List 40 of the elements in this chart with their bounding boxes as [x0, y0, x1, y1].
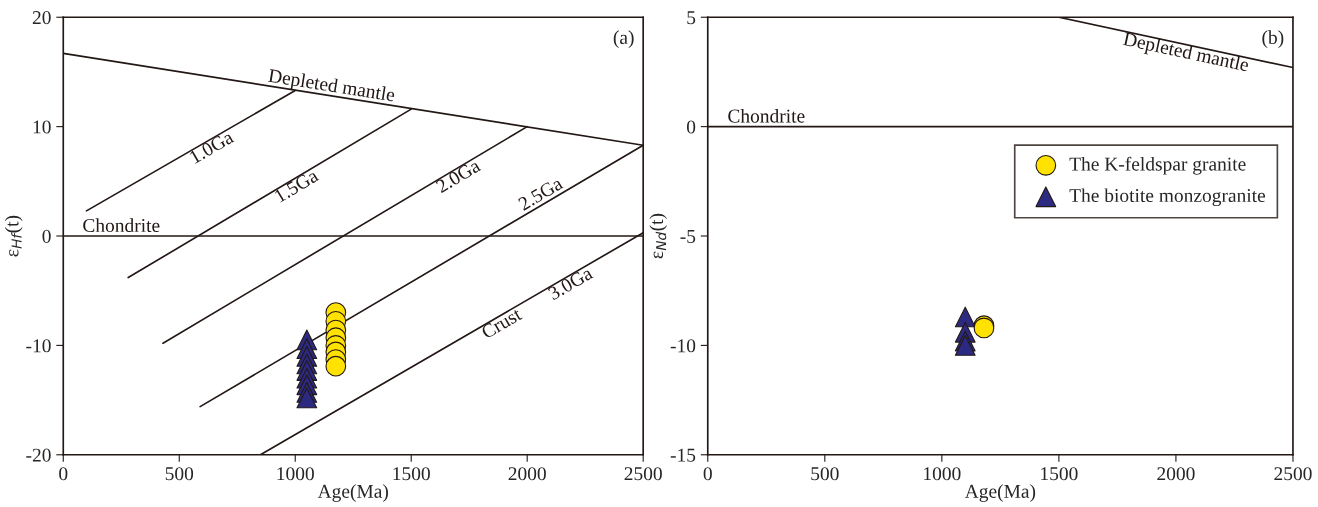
y-tick-label: 10	[33, 120, 51, 134]
x-axis-title: Age(Ma)	[317, 484, 388, 502]
text: 3.0Ga	[547, 265, 594, 301]
annotation: Crust	[480, 307, 523, 340]
legend-label: Chondrite	[83, 218, 160, 233]
x-axis-title: Age(Ma)	[964, 484, 1036, 502]
annotation: (a)	[613, 30, 634, 48]
text: Depleted mantle	[1121, 31, 1250, 76]
x-tick-label: 500	[811, 467, 839, 481]
y-tick-label: -10	[26, 339, 51, 353]
x-tick-label: 0	[703, 467, 712, 481]
y-axis-title: ε$_{Nd}$(t)	[649, 213, 668, 259]
text: 1.5Ga	[273, 168, 320, 203]
y-tick-label: -15	[670, 448, 696, 462]
x-tick-label: 0	[59, 467, 68, 481]
y-tick-label: -10	[670, 339, 696, 353]
x-tick-label: 1500	[1041, 467, 1078, 481]
text: 2.0Ga	[435, 158, 482, 194]
x-tick-label: 2000	[508, 467, 546, 481]
legend-label: The biotite monzogranite	[1069, 188, 1266, 207]
x-tick-label: 500	[165, 467, 194, 481]
y-tick-label: 0	[686, 120, 696, 134]
legend-label: Chondrite	[728, 108, 805, 123]
x-tick-label: 1000	[277, 467, 314, 481]
y-axis-title: ε$_{Hf}$(t)	[4, 215, 23, 257]
text: 2.5Ga	[517, 176, 564, 211]
y-tick-label: 20	[32, 11, 51, 25]
y-tick-label: -5	[680, 230, 696, 243]
x-tick-label: 1500	[393, 467, 430, 481]
text: Depleted mantle	[267, 68, 396, 106]
y-tick-label: 5	[687, 11, 696, 25]
y-tick-label: -20	[26, 448, 51, 462]
x-tick-label: 1000	[924, 467, 961, 481]
x-tick-label: 2500	[624, 467, 662, 481]
x-tick-label: 2000	[1157, 467, 1195, 481]
legend-label: The K-feldspar granite	[1069, 156, 1246, 175]
y-tick-label: 0	[42, 229, 51, 243]
text: 1.0Ga	[188, 129, 235, 164]
x-tick-label: 2500	[1274, 467, 1312, 481]
annotation: (b)	[1262, 30, 1284, 48]
